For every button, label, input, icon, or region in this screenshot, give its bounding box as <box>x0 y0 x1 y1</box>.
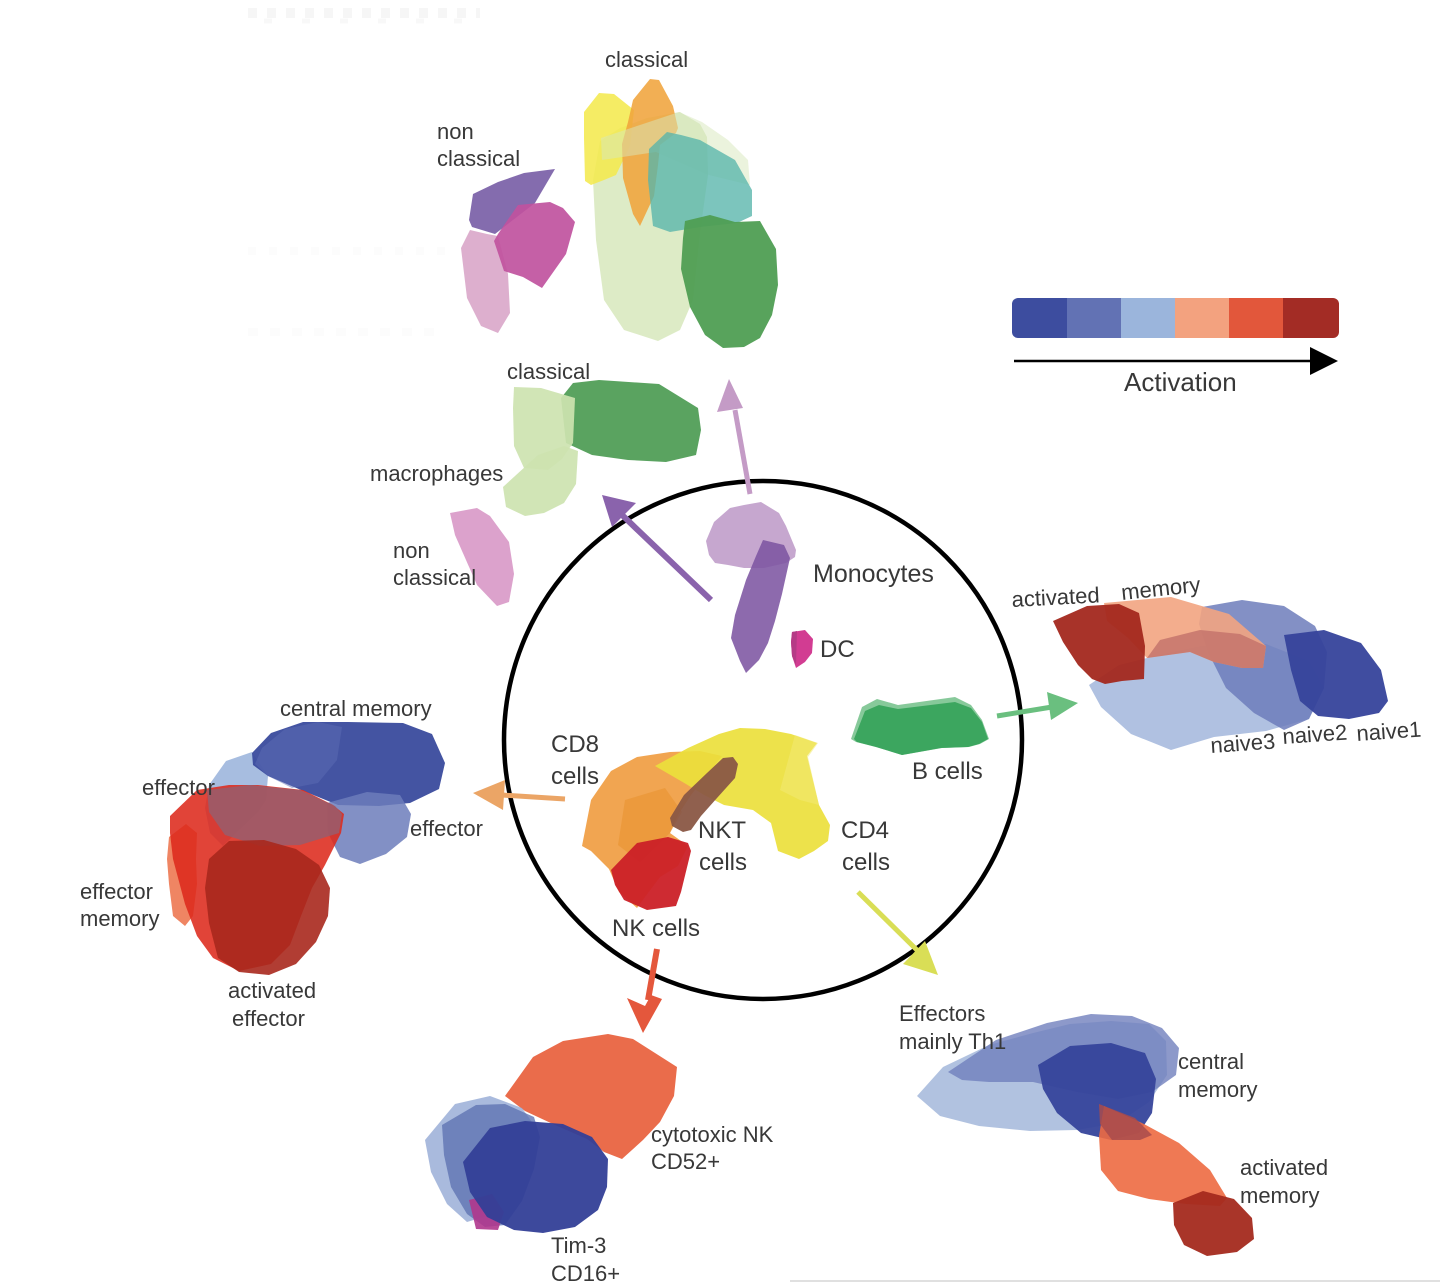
svg-text:cytotoxic NK: cytotoxic NK <box>651 1122 774 1147</box>
svg-text:memory: memory <box>1178 1077 1257 1102</box>
svg-text:activated: activated <box>1240 1155 1328 1180</box>
svg-text:Monocytes: Monocytes <box>813 560 934 588</box>
svg-text:DC: DC <box>820 636 855 663</box>
svg-text:naive1: naive1 <box>1356 717 1422 746</box>
svg-text:effector: effector <box>80 879 153 904</box>
svg-text:NKT: NKT <box>698 817 746 844</box>
svg-text:effector: effector <box>142 775 215 800</box>
svg-text:Activation: Activation <box>1124 367 1237 397</box>
svg-text:central: central <box>1178 1049 1244 1074</box>
svg-text:CD4: CD4 <box>841 817 889 844</box>
svg-text:CD52+: CD52+ <box>651 1149 720 1174</box>
svg-text:non: non <box>393 538 430 563</box>
svg-text:CD16+: CD16+ <box>551 1261 620 1285</box>
svg-text:memory: memory <box>1240 1183 1319 1208</box>
svg-text:Effectors: Effectors <box>899 1001 985 1026</box>
svg-text:non: non <box>437 119 474 144</box>
svg-text:effector: effector <box>410 816 483 841</box>
svg-text:naive3: naive3 <box>1210 729 1276 758</box>
svg-text:classical: classical <box>605 47 688 72</box>
svg-text:NK cells: NK cells <box>612 915 700 942</box>
svg-text:central memory: central memory <box>280 696 432 721</box>
svg-text:classical: classical <box>437 146 520 171</box>
svg-text:cells: cells <box>551 763 599 790</box>
svg-text:CD8: CD8 <box>551 731 599 758</box>
svg-text:cells: cells <box>842 849 890 876</box>
svg-text:B cells: B cells <box>912 758 983 785</box>
svg-text:naive2: naive2 <box>1282 720 1348 749</box>
svg-text:memory: memory <box>80 906 159 931</box>
svg-text:Tim-3: Tim-3 <box>551 1233 606 1258</box>
svg-text:effector: effector <box>232 1006 305 1031</box>
svg-text:classical: classical <box>507 359 590 384</box>
svg-text:classical: classical <box>393 565 476 590</box>
svg-text:activated: activated <box>228 978 316 1003</box>
svg-text:macrophages: macrophages <box>370 461 503 486</box>
svg-text:cells: cells <box>699 849 747 876</box>
svg-text:activated: activated <box>1011 582 1100 612</box>
svg-text:mainly Th1: mainly Th1 <box>899 1029 1006 1054</box>
